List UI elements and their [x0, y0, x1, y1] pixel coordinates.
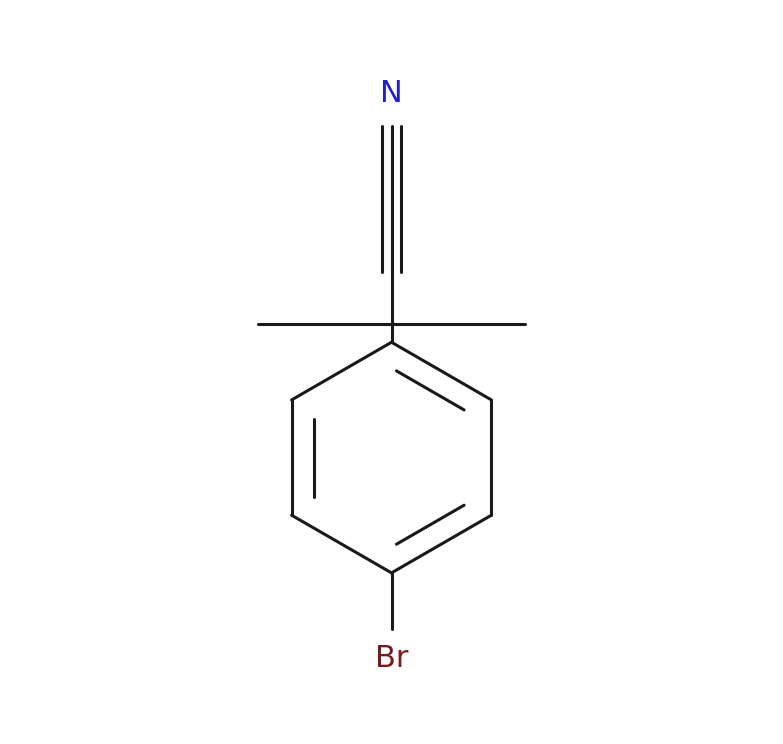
Text: N: N: [380, 79, 403, 108]
Text: Br: Br: [375, 644, 408, 673]
